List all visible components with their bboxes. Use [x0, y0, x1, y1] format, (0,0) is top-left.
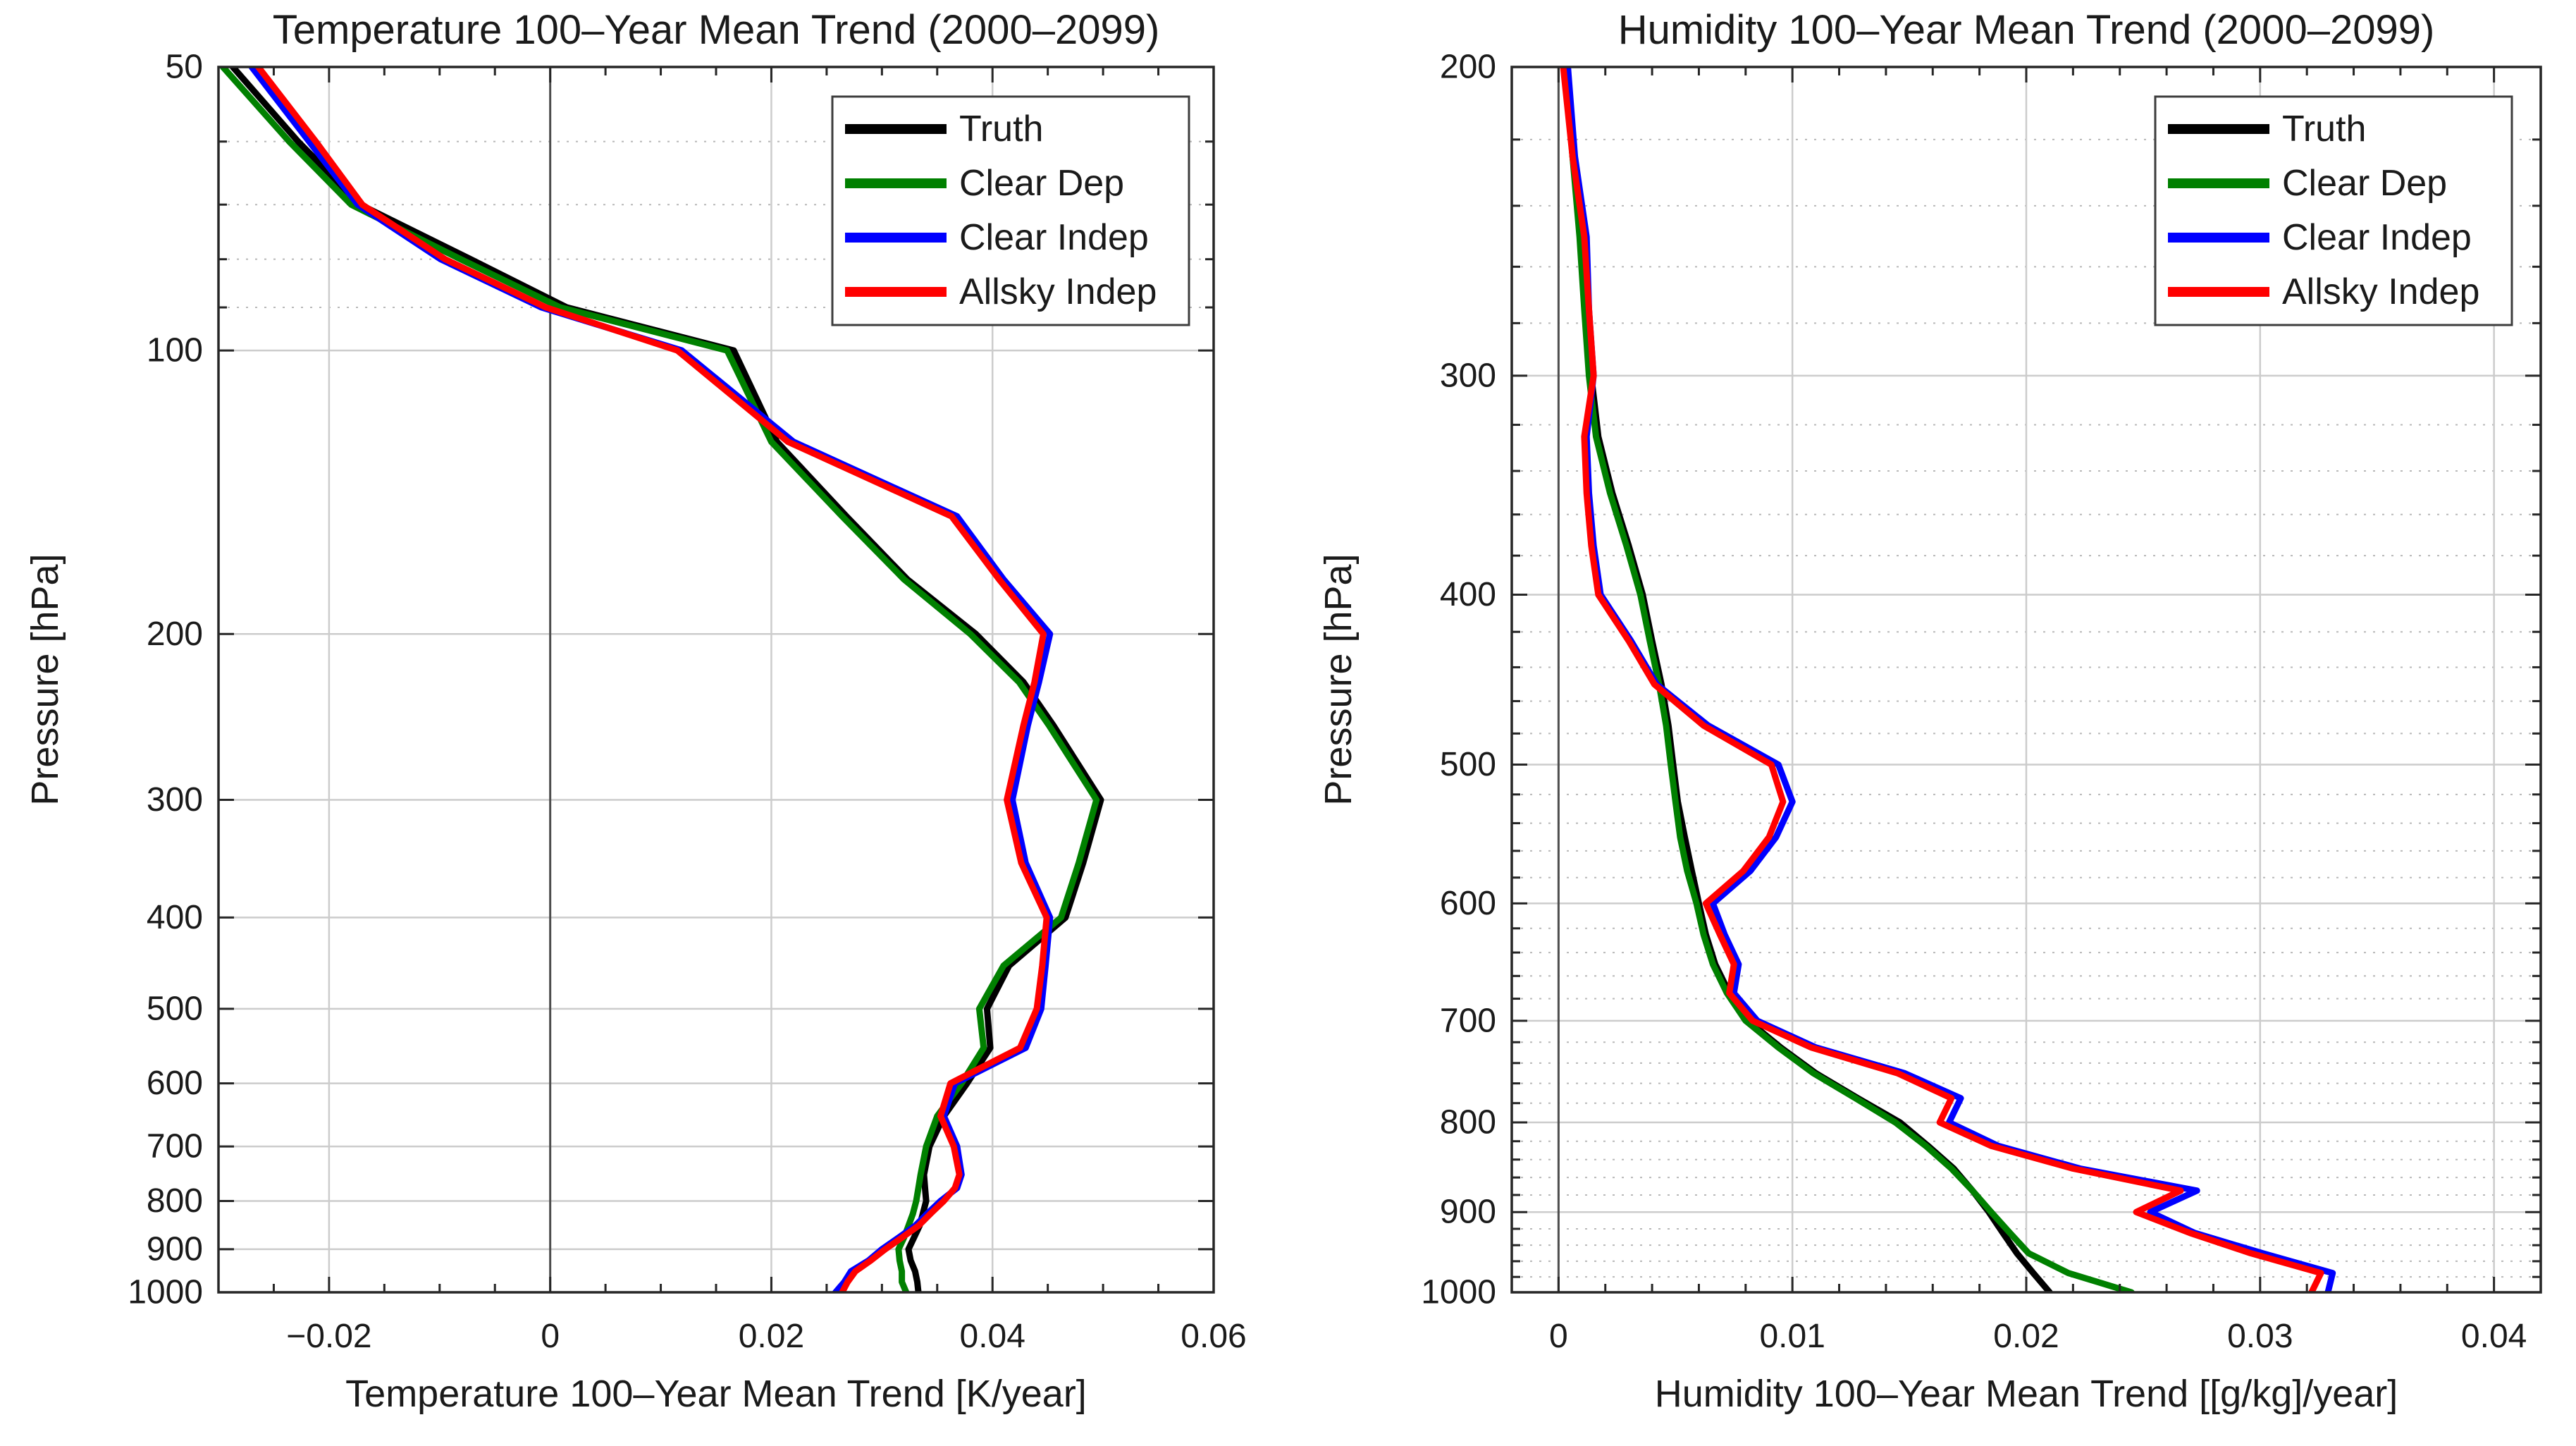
y-axis-label: Pressure [hPa]: [1317, 553, 1360, 805]
y-tick-label: 900: [1440, 1194, 1496, 1231]
legend-label: Clear Indep: [959, 217, 1149, 258]
y-tick-label: 400: [1440, 576, 1496, 613]
y-tick-label: 500: [147, 990, 203, 1027]
y-tick-label: 300: [147, 781, 203, 819]
y-tick-label: 100: [147, 332, 203, 369]
y-tick-label: 50: [166, 49, 203, 86]
legend-label: Allsky Indep: [2282, 271, 2479, 312]
x-tick-label: 0.04: [960, 1318, 1025, 1355]
y-tick-label: 200: [1440, 49, 1496, 86]
y-axis-label: Pressure [hPa]: [24, 553, 66, 805]
series-line-allsky-indep: [1560, 67, 2324, 1292]
y-tick-label: 400: [147, 899, 203, 936]
legend-label: Clear Dep: [2282, 163, 2447, 204]
y-tick-label: 1000: [1421, 1274, 1496, 1311]
legend-label: Allsky Indep: [959, 271, 1157, 312]
y-tick-label: 700: [147, 1128, 203, 1165]
series-line-truth: [229, 67, 1104, 1292]
temperature-panel: 50 100 200 300 400 500 600 700 800 900 1000 −0.02 0 0…: [24, 7, 1247, 1415]
x-tick-label: 0.03: [2227, 1318, 2293, 1355]
x-tick-label: 0.02: [1993, 1318, 2059, 1355]
series-line-allsky-indep: [255, 67, 1050, 1292]
y-tick-label: 700: [1440, 1002, 1496, 1039]
legend: Truth Clear Dep Clear Indep Allsky Indep: [2154, 95, 2513, 326]
x-tick-label: −0.02: [286, 1318, 371, 1355]
x-tick-label: 0.04: [2461, 1318, 2527, 1355]
legend: Truth Clear Dep Clear Indep Allsky Indep: [831, 95, 1190, 326]
y-tick-label: 300: [1440, 357, 1496, 394]
panel-title: Humidity 100–Year Mean Trend (2000–2099): [1618, 7, 2435, 53]
y-tick-label: 1000: [128, 1274, 203, 1311]
series-line-truth: [1562, 67, 2053, 1292]
y-tick-label: 800: [1440, 1104, 1496, 1141]
legend-label: Clear Dep: [959, 163, 1124, 204]
y-tick-label: 900: [147, 1230, 203, 1268]
y-tick-label: 500: [1440, 746, 1496, 783]
y-tick-label: 600: [1440, 885, 1496, 922]
humidity-panel: 200 300 400 500 600 700 800 900 1000 0 0.01 0.02 0.0…: [1317, 7, 2542, 1415]
series-group: [1560, 67, 2336, 1292]
x-tick-label: 0: [541, 1318, 560, 1355]
series-group: [219, 67, 1104, 1292]
y-tick-label: 800: [147, 1182, 203, 1220]
x-tick-label: 0: [1549, 1318, 1568, 1355]
legend-label: Clear Indep: [2282, 217, 2472, 258]
legend-label: Truth: [959, 109, 1043, 149]
x-tick-label: 0.01: [1759, 1318, 1825, 1355]
panel-title: Temperature 100–Year Mean Trend (2000–20…: [273, 7, 1160, 53]
legend-label: Truth: [2282, 109, 2366, 149]
y-tick-label: 600: [147, 1065, 203, 1102]
y-tick-label: 200: [147, 615, 203, 653]
x-tick-label: 0.06: [1181, 1318, 1246, 1355]
series-line-clear-dep: [1562, 67, 2135, 1292]
x-axis-label: Temperature 100–Year Mean Trend [K/year]: [345, 1373, 1087, 1415]
x-axis-label: Humidity 100–Year Mean Trend [[g/kg]/yea…: [1655, 1373, 2398, 1415]
x-tick-label: 0.02: [739, 1318, 804, 1355]
